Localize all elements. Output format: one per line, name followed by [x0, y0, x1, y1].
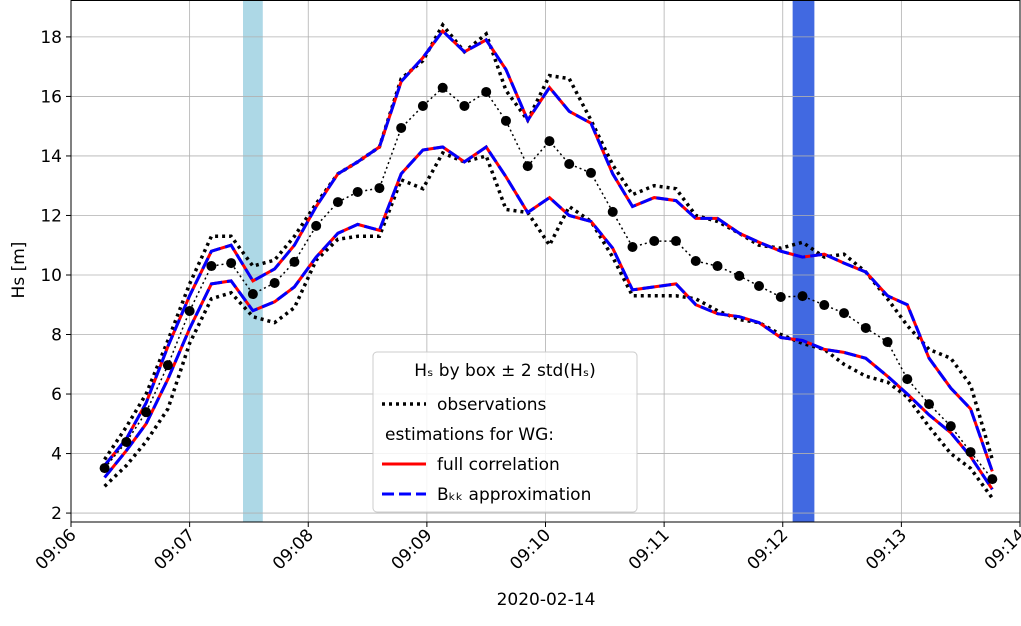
band-line [103, 150, 994, 500]
x-tick-label: 09:10 [506, 525, 555, 574]
band-line [103, 21, 994, 461]
data-point [965, 447, 976, 458]
x-tick-label: 09:13 [862, 525, 911, 574]
legend-heading: estimations for WG: [385, 425, 554, 445]
data-point [184, 305, 195, 316]
data-point [459, 100, 470, 111]
band-line [103, 28, 994, 472]
data-point [481, 86, 492, 97]
data-point [607, 206, 618, 217]
data-point [712, 261, 723, 272]
highlight-span [243, 0, 263, 522]
data-point [544, 136, 555, 147]
data-point [860, 322, 871, 333]
data-point [500, 115, 511, 126]
y-tick-label: 12 [40, 206, 62, 226]
data-point [289, 256, 300, 267]
data-point [396, 122, 407, 133]
data-point [945, 421, 956, 432]
data-point [374, 183, 385, 194]
legend-label: Bₖₖ approximation [437, 485, 591, 505]
data-point [987, 474, 998, 485]
data-point [121, 436, 132, 447]
data-point [690, 256, 701, 266]
data-point [839, 308, 850, 319]
data-point [670, 236, 681, 247]
data-point [754, 280, 765, 291]
x-tick-label: 09:09 [388, 525, 437, 574]
data-point [882, 336, 893, 347]
x-tick-label: 09:11 [625, 525, 674, 574]
data-point [775, 292, 786, 303]
x-tick-label: 09:08 [269, 525, 318, 574]
data-point [649, 236, 660, 247]
y-tick-label: 16 [40, 87, 62, 107]
band-line [103, 144, 994, 491]
y-tick-label: 2 [51, 504, 62, 524]
y-tick-label: 4 [51, 445, 62, 465]
data-point [162, 360, 173, 371]
x-tick-label: 09:14 [981, 525, 1021, 574]
y-axis-label: Hs [m] [9, 242, 29, 299]
legend-label: full correlation [437, 455, 560, 475]
data-point [311, 220, 322, 231]
data-point [564, 158, 575, 169]
data-point [206, 261, 217, 272]
data-point [269, 278, 280, 289]
legend-box [372, 351, 638, 513]
data-point [924, 399, 935, 410]
data-point [247, 289, 258, 300]
data-point [585, 167, 596, 178]
y-tick-label: 14 [40, 147, 62, 167]
data-point [437, 82, 448, 93]
y-tick-label: 6 [51, 385, 62, 405]
x-tick-label: 09:12 [743, 525, 792, 574]
data-point [332, 197, 343, 208]
data-point [352, 186, 363, 197]
data-point [417, 100, 428, 111]
y-tick-label: 8 [51, 326, 62, 346]
x-tick-label: 09:06 [32, 525, 81, 574]
x-axis-label: 2020-02-14 [497, 590, 596, 610]
legend-title: Hₛ by box ± 2 std(Hₛ) [414, 361, 596, 381]
data-point [141, 407, 152, 418]
data-point [522, 161, 533, 172]
data-point [819, 300, 830, 311]
legend: Hₛ by box ± 2 std(Hₛ) observations estimat… [372, 351, 638, 513]
data-point [627, 242, 638, 253]
data-point [902, 374, 913, 385]
plot-frame [70, 0, 1021, 523]
y-tick-label: 10 [40, 266, 62, 286]
legend-label: observations [437, 395, 547, 415]
y-tick-label: 18 [40, 28, 62, 48]
data-point [734, 270, 745, 281]
highlight-span [792, 0, 815, 522]
data-point [226, 258, 237, 269]
x-tick-label: 09:07 [150, 525, 199, 574]
data-point [99, 463, 110, 474]
data-point [797, 291, 808, 302]
